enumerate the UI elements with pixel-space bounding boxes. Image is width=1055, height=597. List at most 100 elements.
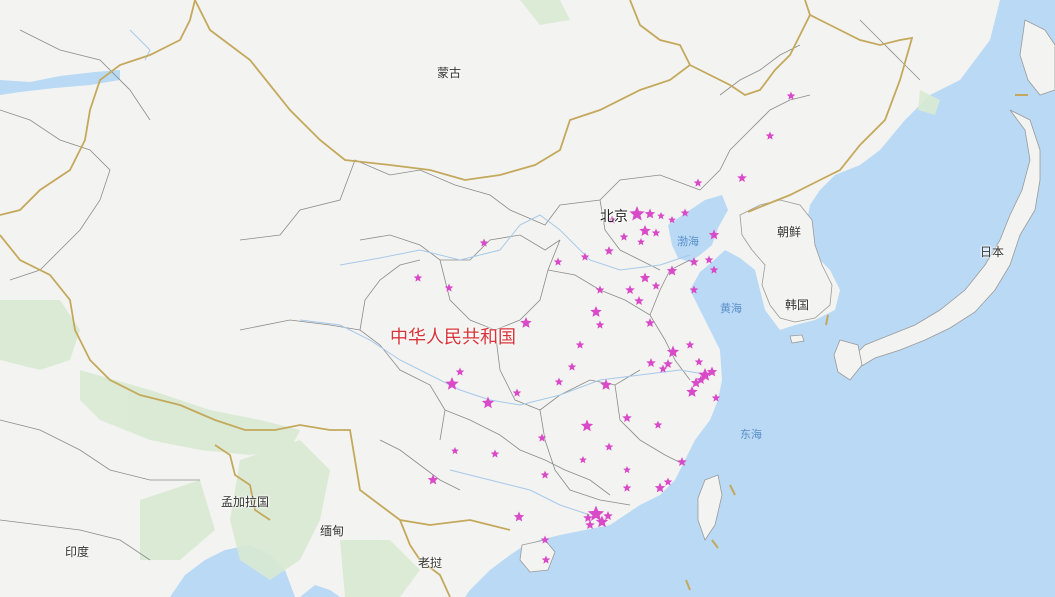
location-marker-19[interactable]	[639, 272, 651, 283]
location-marker-39[interactable]	[686, 386, 698, 397]
location-marker-5[interactable]	[680, 208, 690, 217]
label-china: 中华人民共和国	[390, 327, 516, 348]
location-marker-65[interactable]	[540, 470, 550, 479]
location-marker-17[interactable]	[553, 257, 563, 266]
location-marker-18[interactable]	[637, 238, 645, 246]
location-marker-40[interactable]	[696, 375, 706, 384]
maritime-dash-4	[825, 314, 829, 326]
location-marker-78[interactable]	[623, 466, 631, 474]
border-line-16	[0, 519, 151, 561]
location-marker-49[interactable]	[444, 283, 454, 292]
location-marker-72[interactable]	[583, 513, 593, 522]
location-marker-34[interactable]	[685, 340, 695, 349]
province-borders	[0, 19, 921, 561]
location-marker-3[interactable]	[737, 173, 747, 182]
border-south-west-china	[0, 234, 511, 531]
label-india: 印度	[65, 545, 90, 559]
label-laos: 老挝	[418, 556, 443, 570]
location-marker-38[interactable]	[690, 377, 702, 388]
location-marker-54[interactable]	[512, 388, 522, 397]
location-marker-29[interactable]	[590, 306, 602, 317]
location-marker-52[interactable]	[445, 377, 459, 390]
location-marker-59[interactable]	[604, 442, 614, 451]
location-marker-75[interactable]	[540, 535, 550, 544]
label-north-korea: 朝鲜	[777, 225, 802, 239]
location-marker-58[interactable]	[653, 420, 663, 429]
japan-hokkaido	[1019, 19, 1055, 96]
location-marker-13[interactable]	[657, 212, 665, 220]
border-line-10	[599, 199, 661, 271]
location-marker-15[interactable]	[604, 246, 614, 255]
location-marker-67[interactable]	[654, 482, 666, 493]
location-marker-32[interactable]	[666, 345, 680, 358]
location-marker-6[interactable]	[708, 229, 720, 240]
location-marker-7[interactable]	[629, 206, 645, 221]
location-marker-12[interactable]	[619, 232, 629, 241]
maritime-dash-3	[685, 579, 691, 591]
location-marker-69[interactable]	[677, 457, 687, 466]
location-marker-22[interactable]	[689, 257, 699, 266]
location-marker-41[interactable]	[711, 393, 721, 402]
location-marker-31[interactable]	[645, 318, 655, 327]
location-marker-14[interactable]	[668, 216, 676, 224]
location-marker-46[interactable]	[567, 362, 577, 371]
border-line-11	[699, 94, 811, 191]
label-east-china-sea: 东海	[740, 428, 762, 441]
location-marker-27[interactable]	[634, 296, 644, 305]
label-yellow-sea: 黄海	[720, 302, 742, 315]
bohai-sea	[668, 195, 728, 262]
location-marker-45[interactable]	[575, 340, 585, 349]
location-marker-63[interactable]	[427, 474, 439, 485]
location-marker-74[interactable]	[585, 520, 595, 529]
location-marker-24[interactable]	[709, 265, 719, 274]
location-marker-25[interactable]	[689, 285, 699, 294]
location-marker-1[interactable]	[786, 91, 796, 100]
location-marker-50[interactable]	[413, 273, 423, 282]
location-marker-62[interactable]	[451, 447, 459, 455]
veg-patch-3	[230, 440, 330, 580]
location-marker-44[interactable]	[600, 379, 612, 390]
location-marker-61[interactable]	[490, 449, 500, 458]
location-marker-33[interactable]	[663, 359, 673, 368]
location-marker-53[interactable]	[481, 396, 495, 409]
location-marker-10[interactable]	[651, 228, 661, 237]
border-line-14	[19, 29, 151, 121]
location-marker-55[interactable]	[554, 377, 564, 386]
location-marker-11[interactable]	[607, 215, 617, 224]
location-marker-37[interactable]	[706, 366, 718, 377]
location-marker-51[interactable]	[455, 367, 465, 376]
location-marker-21[interactable]	[666, 265, 678, 276]
location-marker-23[interactable]	[704, 255, 714, 264]
location-marker-71[interactable]	[595, 515, 609, 528]
location-marker-28[interactable]	[595, 285, 605, 294]
location-marker-2[interactable]	[765, 131, 775, 140]
location-marker-20[interactable]	[625, 285, 635, 294]
border-laos	[399, 519, 451, 597]
location-marker-68[interactable]	[663, 477, 673, 486]
location-marker-4[interactable]	[693, 178, 703, 187]
location-marker-8[interactable]	[644, 208, 656, 219]
location-marker-64[interactable]	[513, 511, 525, 522]
label-japan: 日本	[980, 245, 1005, 259]
location-marker-56[interactable]	[580, 419, 594, 432]
location-marker-47[interactable]	[520, 317, 532, 328]
location-marker-66[interactable]	[622, 483, 632, 492]
location-marker-16[interactable]	[580, 252, 590, 261]
location-marker-9[interactable]	[639, 225, 651, 236]
location-marker-42[interactable]	[658, 364, 668, 373]
location-marker-35[interactable]	[694, 357, 704, 366]
location-marker-26[interactable]	[651, 281, 661, 290]
veg-patch-4	[340, 540, 420, 597]
border-line-13	[0, 109, 111, 281]
location-marker-77[interactable]	[579, 456, 587, 464]
location-marker-57[interactable]	[622, 413, 632, 422]
location-marker-60[interactable]	[537, 433, 547, 442]
location-marker-73[interactable]	[603, 511, 613, 520]
location-marker-48[interactable]	[479, 238, 489, 247]
location-marker-30[interactable]	[595, 320, 605, 329]
border-line-17	[359, 259, 421, 331]
location-marker-43[interactable]	[646, 358, 656, 367]
location-marker-76[interactable]	[541, 555, 551, 564]
